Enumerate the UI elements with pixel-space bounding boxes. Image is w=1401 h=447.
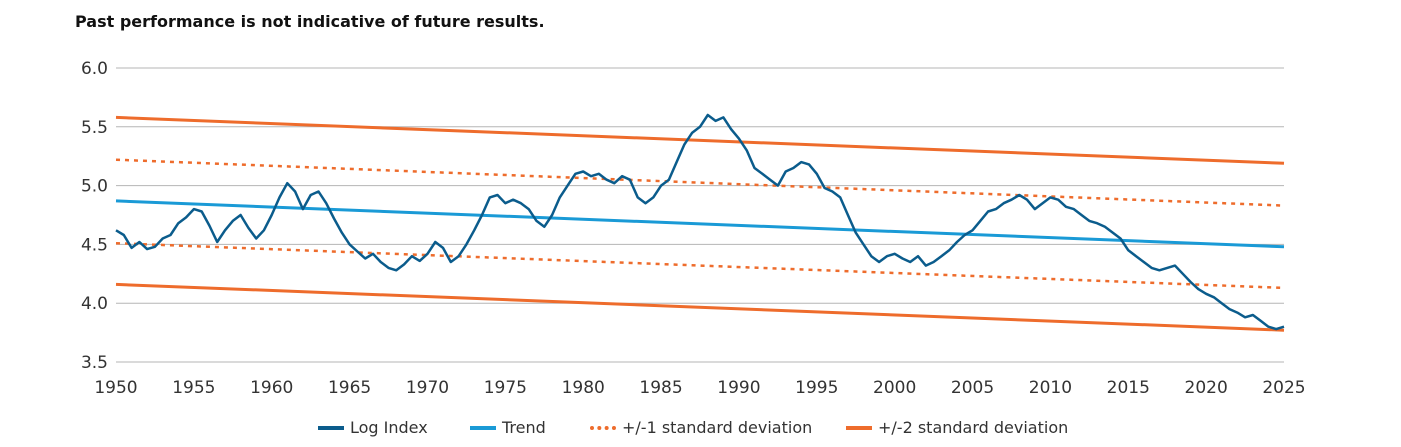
x-tick-label: 1950 (94, 378, 137, 398)
legend-swatch-two-std (846, 425, 872, 430)
legend-item-log-index: Log Index (318, 418, 428, 437)
x-tick-label: 1995 (795, 378, 838, 398)
x-tick-label: 1985 (639, 378, 682, 398)
gridlines (116, 67, 1284, 363)
y-tick-label: 3.5 (81, 353, 108, 373)
y-tick-label: 5.0 (81, 177, 108, 197)
y-tick-label: 4.0 (81, 294, 108, 314)
x-tick-label: 1975 (484, 378, 527, 398)
legend-label-two-std: +/-2 standard deviation (878, 418, 1069, 437)
chart-legend: Log Index Trend +/-1 standard deviation … (0, 418, 1401, 442)
x-tick-labels: 1950 1955 1960 1965 1970 1975 1980 1985 1990 1995… (94, 378, 1305, 398)
x-tick-label: 1965 (328, 378, 371, 398)
legend-item-two-std: +/-2 standard deviation (846, 418, 1068, 437)
legend-label-trend: Trend (502, 418, 546, 437)
x-tick-label: 1990 (717, 378, 760, 398)
y-tick-label: 5.5 (81, 118, 108, 138)
x-tick-label: 1980 (562, 378, 605, 398)
x-tick-label: 2025 (1262, 378, 1305, 398)
y-tick-label: 6.0 (81, 59, 108, 79)
legend-swatch-one-std (590, 425, 616, 430)
trend-line (115, 199, 1285, 249)
x-tick-label: 1960 (250, 378, 293, 398)
x-tick-label: 2010 (1029, 378, 1072, 398)
y-tick-labels: 6.0 5.5 5.0 4.5 4.0 3.5 (81, 59, 108, 373)
minus-2-std-line (115, 282, 1285, 332)
x-tick-label: 2000 (873, 378, 916, 398)
x-tick-label: 2015 (1107, 378, 1150, 398)
legend-item-trend: Trend (470, 418, 546, 437)
plus-2-std-line (115, 115, 1285, 165)
y-tick-label: 4.5 (81, 235, 108, 255)
x-tick-label: 2005 (951, 378, 994, 398)
disclaimer-note: Past performance is not indicative of fu… (75, 12, 545, 31)
legend-swatch-log-index (318, 425, 344, 430)
legend-label-log-index: Log Index (350, 418, 428, 437)
legend-item-one-std: +/-1 standard deviation (590, 418, 812, 437)
x-tick-label: 2020 (1185, 378, 1228, 398)
log-index-line (115, 113, 1285, 331)
legend-label-one-std: +/-1 standard deviation (622, 418, 813, 437)
plus-1-std-line (115, 158, 1285, 207)
x-tick-label: 1955 (172, 378, 215, 398)
minus-1-std-line (115, 241, 1285, 290)
log-index-chart: 6.05.55.04.54.03.5 1950 1955 1960 1965 1970 1… (81, 59, 1306, 398)
series-lines (115, 113, 1285, 332)
legend-swatch-trend (470, 425, 496, 430)
x-tick-label: 1970 (406, 378, 449, 398)
